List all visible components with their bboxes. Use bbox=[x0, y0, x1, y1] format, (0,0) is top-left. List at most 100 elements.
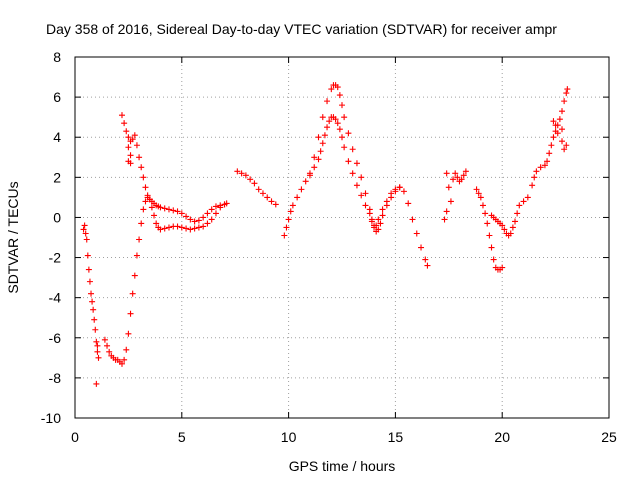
data-point bbox=[324, 98, 331, 105]
data-point bbox=[82, 230, 89, 237]
data-point bbox=[238, 170, 245, 177]
data-point bbox=[183, 213, 190, 220]
data-point bbox=[477, 194, 484, 201]
data-point bbox=[501, 226, 508, 233]
data-point bbox=[129, 136, 136, 143]
data-point bbox=[234, 168, 241, 175]
data-point bbox=[315, 134, 322, 141]
data-point bbox=[170, 207, 177, 214]
y-axis-label: SDTVAR / TECUs bbox=[5, 181, 21, 293]
data-point bbox=[379, 212, 386, 219]
data-point bbox=[125, 330, 132, 337]
data-point bbox=[187, 216, 194, 223]
data-point bbox=[443, 208, 450, 215]
data-point bbox=[204, 210, 211, 217]
data-point bbox=[486, 232, 493, 239]
plot-frame bbox=[74, 56, 610, 419]
data-point bbox=[452, 170, 459, 177]
data-point bbox=[165, 206, 172, 213]
data-point bbox=[317, 148, 324, 155]
data-point bbox=[512, 218, 519, 225]
data-point bbox=[319, 140, 326, 147]
data-point bbox=[475, 190, 482, 197]
data-point bbox=[131, 132, 138, 139]
grid bbox=[75, 57, 609, 418]
data-point bbox=[552, 122, 559, 129]
data-point bbox=[345, 130, 352, 137]
data-point bbox=[368, 218, 375, 225]
data-point bbox=[559, 138, 566, 145]
y-tick-label: 0 bbox=[53, 209, 61, 225]
data-point bbox=[362, 190, 369, 197]
data-point bbox=[533, 168, 540, 175]
data-point bbox=[326, 118, 333, 125]
data-point bbox=[91, 316, 98, 323]
data-point bbox=[208, 216, 215, 223]
data-point bbox=[161, 225, 168, 232]
x-tick-label: 20 bbox=[494, 429, 510, 445]
data-point bbox=[383, 198, 390, 205]
data-point bbox=[133, 252, 140, 259]
data-point bbox=[424, 262, 431, 269]
data-point bbox=[138, 164, 145, 171]
data-point bbox=[341, 114, 348, 121]
data-point bbox=[118, 360, 125, 367]
data-point bbox=[377, 220, 384, 227]
chart-title: Day 358 of 2016, Sidereal Day-to-day VTE… bbox=[46, 21, 557, 37]
data-point bbox=[123, 128, 130, 135]
data-point bbox=[319, 114, 326, 121]
data-point bbox=[443, 170, 450, 177]
data-point bbox=[251, 180, 258, 187]
data-point bbox=[183, 225, 190, 232]
data-point bbox=[125, 134, 132, 141]
data-point bbox=[140, 174, 147, 181]
data-point bbox=[121, 356, 128, 363]
y-tick-label: 4 bbox=[53, 129, 61, 145]
data-point bbox=[208, 206, 215, 213]
data-point bbox=[86, 278, 93, 285]
data-point bbox=[125, 144, 132, 151]
data-point bbox=[247, 176, 254, 183]
data-point bbox=[353, 182, 360, 189]
data-point bbox=[306, 172, 313, 179]
axis-ticks bbox=[74, 56, 610, 419]
data-point bbox=[204, 220, 211, 227]
data-point bbox=[524, 194, 531, 201]
data-point bbox=[400, 188, 407, 195]
data-point bbox=[447, 198, 454, 205]
data-point bbox=[148, 204, 155, 211]
data-point bbox=[550, 134, 557, 141]
data-point bbox=[418, 244, 425, 251]
data-point bbox=[127, 310, 134, 317]
data-point bbox=[131, 272, 138, 279]
data-point bbox=[136, 154, 143, 161]
data-point bbox=[375, 216, 382, 223]
data-point bbox=[561, 98, 568, 105]
data-point bbox=[546, 150, 553, 157]
data-point bbox=[104, 342, 111, 349]
data-point bbox=[332, 116, 339, 123]
data-point bbox=[548, 142, 555, 149]
data-point bbox=[123, 346, 130, 353]
data-point bbox=[157, 204, 164, 211]
data-point bbox=[302, 178, 309, 185]
data-point bbox=[165, 224, 172, 231]
data-point bbox=[259, 190, 266, 197]
data-point bbox=[140, 206, 147, 213]
data-point bbox=[339, 102, 345, 109]
data-point bbox=[85, 266, 92, 273]
data-point bbox=[178, 224, 185, 231]
data-point bbox=[268, 198, 275, 205]
y-tick-label: -6 bbox=[49, 330, 62, 346]
data-point bbox=[334, 84, 341, 91]
data-point bbox=[89, 298, 96, 305]
data-point bbox=[454, 174, 461, 181]
data-point bbox=[94, 342, 101, 349]
data-point bbox=[499, 222, 506, 229]
data-point bbox=[460, 172, 467, 179]
data-point bbox=[554, 130, 561, 137]
data-point bbox=[541, 162, 548, 169]
data-point bbox=[462, 168, 469, 175]
data-point bbox=[336, 126, 343, 133]
data-point bbox=[255, 186, 262, 193]
